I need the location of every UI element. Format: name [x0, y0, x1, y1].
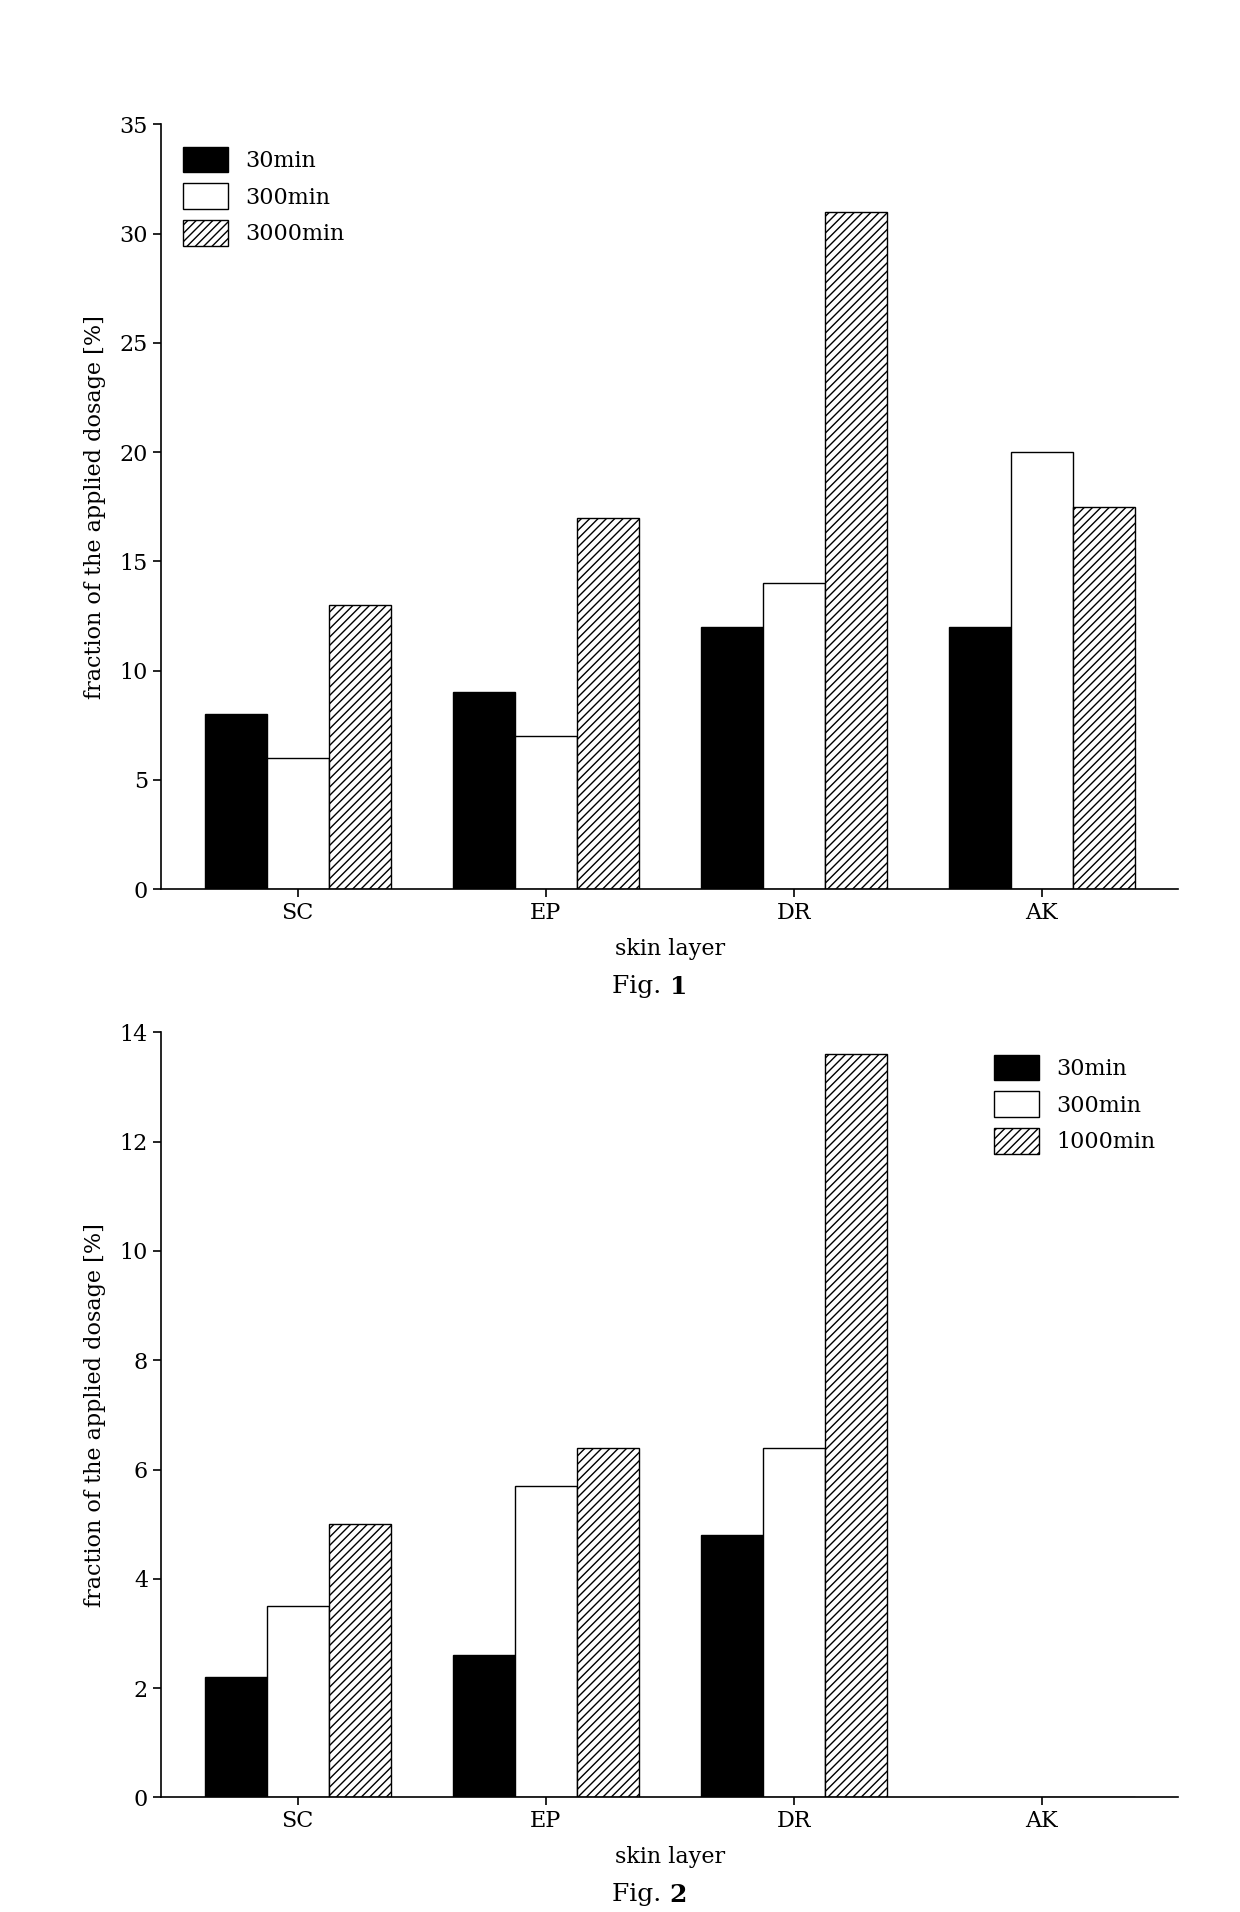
Text: Fig.: Fig.	[613, 1883, 670, 1906]
Bar	[1011, 451, 1073, 889]
Bar	[453, 1656, 515, 1797]
Text: 1: 1	[670, 975, 687, 1000]
Bar	[329, 1524, 391, 1797]
Bar	[267, 1606, 329, 1797]
Bar	[515, 1486, 577, 1797]
Text: Fig.: Fig.	[613, 975, 670, 998]
Bar	[825, 1054, 887, 1797]
X-axis label: skin layer: skin layer	[615, 1847, 724, 1868]
Bar	[701, 1535, 763, 1797]
Text: 2: 2	[670, 1883, 687, 1908]
X-axis label: skin layer: skin layer	[615, 939, 724, 960]
Bar	[267, 757, 329, 889]
Bar	[577, 1447, 639, 1797]
Bar	[453, 692, 515, 889]
Bar	[515, 736, 577, 889]
Y-axis label: fraction of the applied dosage [%]: fraction of the applied dosage [%]	[83, 315, 105, 698]
Bar	[1073, 507, 1135, 889]
Bar	[763, 583, 825, 889]
Bar	[763, 1447, 825, 1797]
Bar	[205, 715, 267, 889]
Legend: 30min, 300min, 3000min: 30min, 300min, 3000min	[172, 136, 356, 256]
Bar	[329, 604, 391, 889]
Bar	[949, 627, 1011, 889]
Y-axis label: fraction of the applied dosage [%]: fraction of the applied dosage [%]	[84, 1224, 105, 1606]
Bar	[701, 627, 763, 889]
Legend: 30min, 300min, 1000min: 30min, 300min, 1000min	[983, 1044, 1167, 1164]
Bar	[205, 1677, 267, 1797]
Bar	[825, 212, 887, 889]
Bar	[577, 518, 639, 889]
